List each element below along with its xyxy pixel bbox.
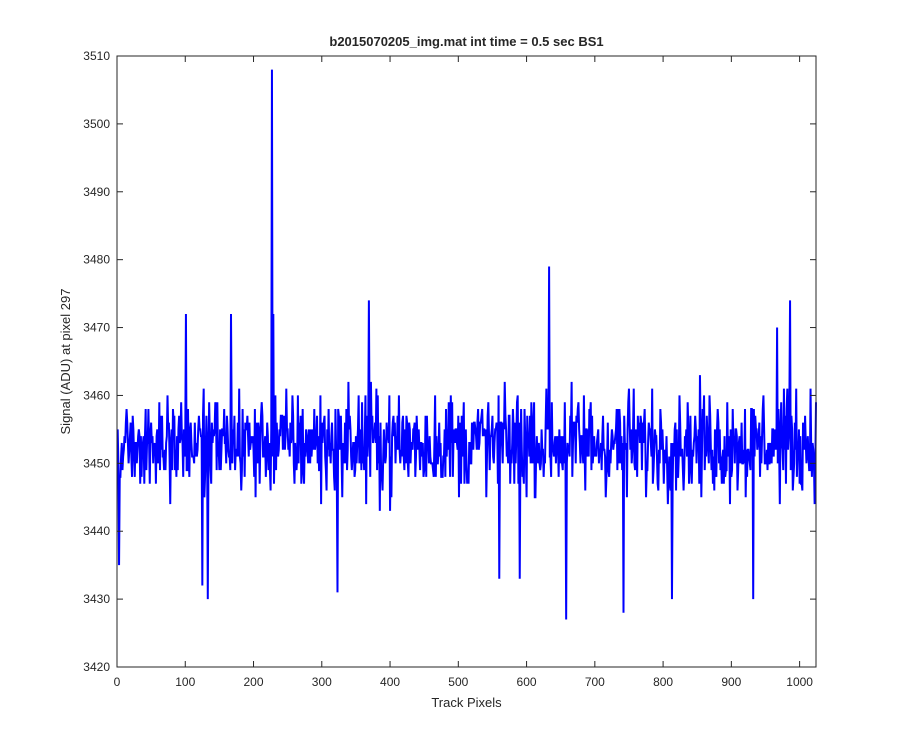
x-tick-label: 700 [585,675,605,689]
y-tick-label: 3420 [83,660,110,674]
series-line [116,69,817,620]
x-tick-label: 0 [114,675,121,689]
x-tick-label: 900 [721,675,741,689]
y-tick-label: 3440 [83,524,110,538]
plot-area [117,56,816,667]
y-tick-label: 3460 [83,388,110,402]
x-axis-label: Track Pixels [431,695,502,710]
x-tick-label: 200 [244,675,264,689]
x-ticks: 0 100 200 300 400 500 600 700 800 900 1000 [114,56,813,689]
y-tick-label: 3470 [83,321,110,335]
x-tick-label: 100 [175,675,195,689]
y-axis-label: Signal (ADU) at pixel 297 [58,289,73,435]
y-tick-label: 3490 [83,185,110,199]
y-ticks: 3420 3430 3440 3450 3460 3470 3480 3490 3500 3510 [83,49,816,674]
series-layer [116,69,817,620]
x-tick-label: 800 [653,675,673,689]
x-tick-label: 600 [517,675,537,689]
y-tick-label: 3500 [83,117,110,131]
y-tick-label: 3510 [83,49,110,63]
axes-box [116,55,817,668]
x-tick-label: 1000 [786,675,813,689]
x-tick-label: 300 [312,675,332,689]
y-tick-label: 3430 [83,592,110,606]
y-tick-label: 3480 [83,253,110,267]
chart-title: b2015070205_img.mat int time = 0.5 sec B… [329,34,603,49]
x-tick-label: 500 [448,675,468,689]
y-tick-label: 3450 [83,456,110,470]
x-tick-label: 400 [380,675,400,689]
